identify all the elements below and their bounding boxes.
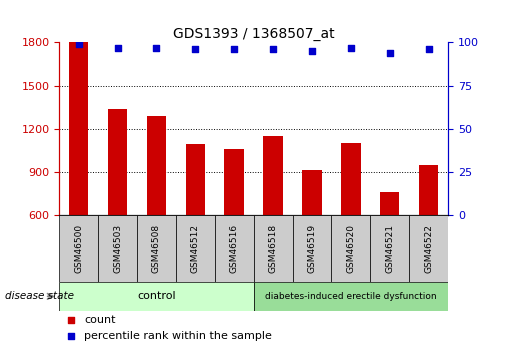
Text: percentile rank within the sample: percentile rank within the sample bbox=[84, 332, 272, 341]
Text: disease state: disease state bbox=[5, 292, 74, 301]
Text: GSM46503: GSM46503 bbox=[113, 224, 122, 273]
Text: GSM46512: GSM46512 bbox=[191, 224, 200, 273]
Bar bbox=[225, 149, 244, 215]
Bar bbox=[263, 136, 283, 215]
Title: GDS1393 / 1368507_at: GDS1393 / 1368507_at bbox=[173, 27, 334, 41]
Point bbox=[386, 50, 394, 56]
Bar bbox=[215, 215, 253, 282]
Point bbox=[113, 45, 122, 50]
Point bbox=[75, 41, 83, 47]
Bar bbox=[253, 215, 293, 282]
Bar bbox=[302, 170, 322, 215]
Point bbox=[67, 334, 75, 339]
Point bbox=[347, 45, 355, 50]
Text: diabetes-induced erectile dysfunction: diabetes-induced erectile dysfunction bbox=[265, 292, 437, 301]
Bar bbox=[419, 165, 438, 215]
Bar bbox=[185, 145, 205, 215]
Bar bbox=[98, 215, 137, 282]
Point bbox=[67, 317, 75, 323]
Bar bbox=[137, 215, 176, 282]
Bar bbox=[370, 215, 409, 282]
Text: count: count bbox=[84, 315, 116, 325]
Point bbox=[424, 47, 433, 52]
Bar bbox=[253, 282, 448, 310]
Bar bbox=[293, 215, 332, 282]
Text: GSM46500: GSM46500 bbox=[74, 224, 83, 273]
Bar bbox=[341, 143, 360, 215]
Text: GSM46516: GSM46516 bbox=[230, 224, 238, 273]
Text: GSM46518: GSM46518 bbox=[269, 224, 278, 273]
Bar bbox=[59, 215, 98, 282]
Bar bbox=[332, 215, 370, 282]
Bar bbox=[409, 215, 448, 282]
Bar bbox=[380, 192, 400, 215]
Point bbox=[230, 47, 238, 52]
Text: GSM46521: GSM46521 bbox=[385, 224, 394, 273]
Point bbox=[191, 47, 199, 52]
Point bbox=[269, 47, 277, 52]
Bar bbox=[69, 42, 89, 215]
Text: control: control bbox=[137, 292, 176, 301]
Bar bbox=[59, 282, 253, 310]
Point bbox=[152, 45, 161, 50]
Text: GSM46520: GSM46520 bbox=[347, 224, 355, 273]
Bar bbox=[147, 116, 166, 215]
Text: GSM46508: GSM46508 bbox=[152, 224, 161, 273]
Text: GSM46519: GSM46519 bbox=[307, 224, 316, 273]
Point bbox=[308, 48, 316, 54]
Text: GSM46522: GSM46522 bbox=[424, 224, 433, 273]
Bar bbox=[108, 109, 127, 215]
Bar bbox=[176, 215, 215, 282]
